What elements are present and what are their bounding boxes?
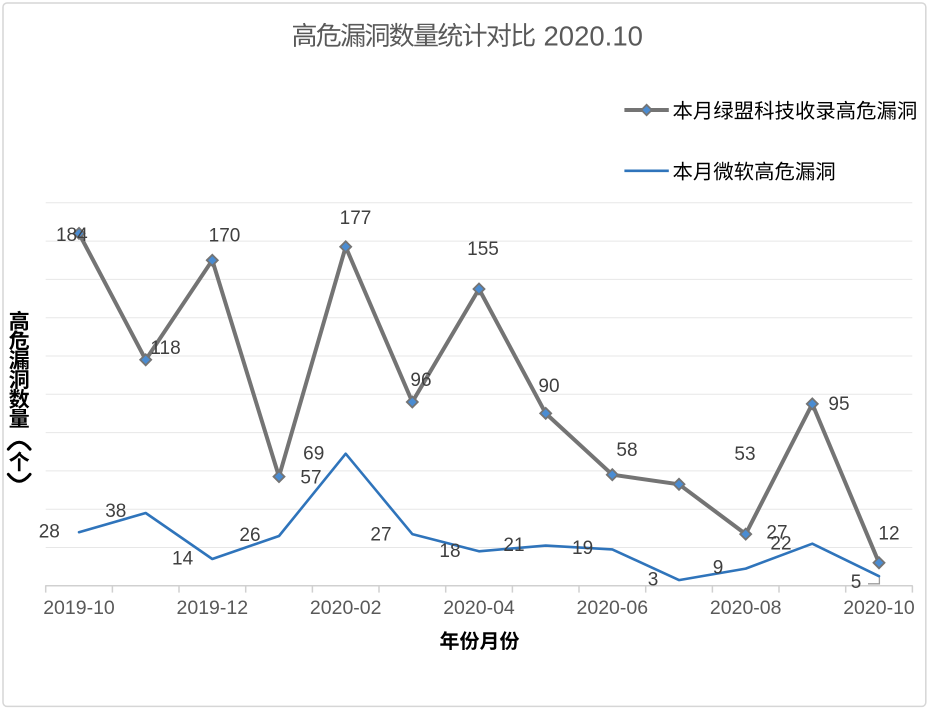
svg-text:28: 28 [39, 521, 60, 542]
svg-text:9: 9 [713, 557, 724, 578]
svg-text:3: 3 [648, 569, 659, 590]
svg-text:95: 95 [828, 394, 849, 415]
svg-text:53: 53 [734, 444, 755, 465]
svg-text:12: 12 [878, 523, 899, 544]
svg-text:2020-04: 2020-04 [443, 597, 515, 619]
svg-text:2019-12: 2019-12 [177, 597, 249, 619]
svg-text:2020-10: 2020-10 [843, 597, 915, 619]
svg-text:118: 118 [150, 338, 180, 359]
svg-text:57: 57 [300, 467, 321, 488]
svg-text:2020.10: 2020.10 [544, 20, 643, 51]
svg-text:96: 96 [410, 370, 431, 391]
svg-text:184: 184 [56, 225, 88, 246]
svg-text:90: 90 [538, 376, 559, 397]
svg-text:155: 155 [467, 239, 499, 260]
svg-text:18: 18 [439, 541, 460, 562]
svg-text:5: 5 [851, 572, 862, 593]
svg-text:2020-08: 2020-08 [710, 597, 782, 619]
svg-text:27: 27 [370, 524, 391, 545]
svg-text:38: 38 [105, 501, 126, 522]
svg-text:22: 22 [770, 533, 791, 554]
svg-text:170: 170 [209, 225, 241, 246]
svg-text:21: 21 [503, 535, 524, 556]
svg-text:27: 27 [766, 522, 787, 543]
svg-text:2020-06: 2020-06 [577, 597, 649, 619]
svg-text:2019-10: 2019-10 [43, 597, 115, 619]
svg-text:2020-02: 2020-02 [310, 597, 382, 619]
svg-text:14: 14 [172, 548, 194, 569]
svg-text:69: 69 [303, 443, 324, 464]
svg-text:26: 26 [239, 525, 260, 546]
svg-text:19: 19 [572, 538, 593, 559]
svg-text:58: 58 [616, 440, 637, 461]
svg-text:177: 177 [340, 208, 372, 229]
